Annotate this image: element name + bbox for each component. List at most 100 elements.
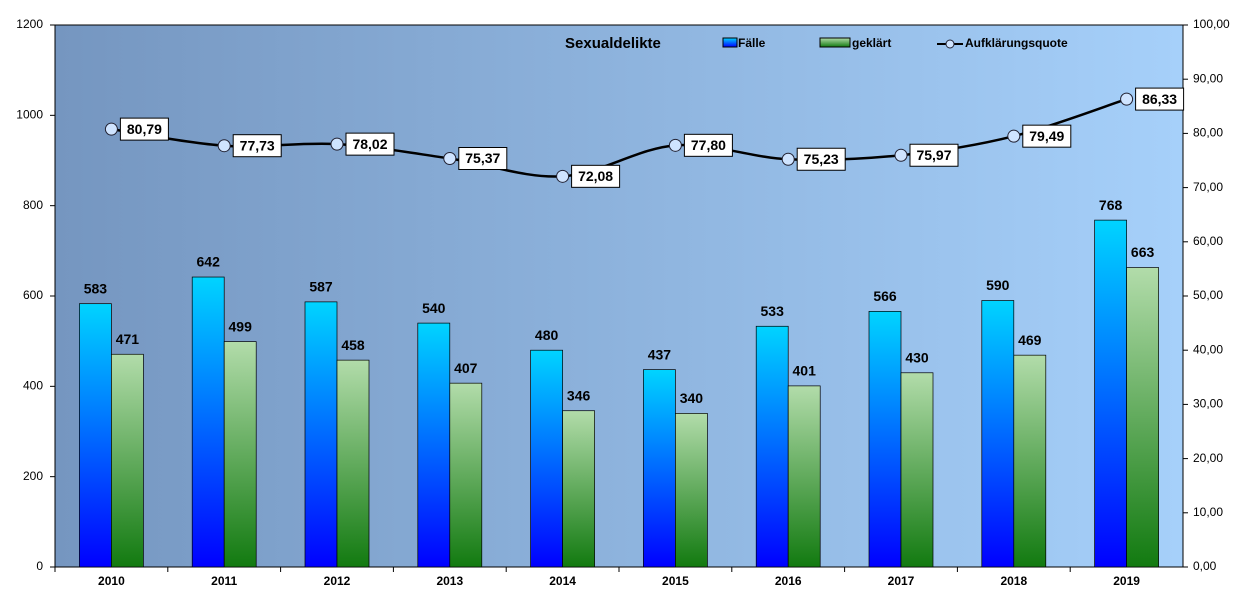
x-tick-label: 2015 <box>662 574 689 588</box>
bar-value-label: 471 <box>116 331 140 347</box>
bar-value-label: 540 <box>422 300 446 316</box>
bar <box>675 413 708 568</box>
line-value-label: 75,23 <box>804 151 839 167</box>
line-value-label: 75,97 <box>916 147 951 163</box>
y2-tick-label: 10,00 <box>1193 505 1223 519</box>
line-marker <box>104 122 118 136</box>
y-tick-label: 800 <box>23 198 43 212</box>
bar-value-label: 533 <box>761 303 785 319</box>
x-tick-label: 2019 <box>1113 574 1140 588</box>
bar-value-label: 768 <box>1099 197 1123 213</box>
bar <box>562 410 595 568</box>
x-tick-label: 2018 <box>1000 574 1027 588</box>
x-tick-label: 2011 <box>211 574 237 588</box>
bar-value-label: 480 <box>535 327 559 343</box>
y2-tick-label: 20,00 <box>1193 451 1223 465</box>
bar <box>449 382 483 568</box>
line-marker <box>1007 129 1021 143</box>
line-value-label: 72,08 <box>578 168 613 184</box>
label-box <box>232 134 282 158</box>
line-marker <box>1120 92 1134 106</box>
label-box <box>571 164 621 188</box>
y2-tick-label: 90,00 <box>1193 71 1223 85</box>
bar <box>643 369 676 568</box>
label-box <box>796 147 846 171</box>
y2-tick-label: 40,00 <box>1193 342 1223 356</box>
bar-value-label: 430 <box>905 349 929 365</box>
chart-title: Sexualdelikte <box>565 35 661 52</box>
legend-label: Aufklärungsquote <box>965 36 1068 50</box>
x-tick-label: 2012 <box>324 574 351 588</box>
x-tick-label: 2010 <box>98 574 125 588</box>
line-value-label: 75,37 <box>465 150 500 166</box>
y-tick-label: 0 <box>36 559 43 573</box>
bar <box>191 276 225 568</box>
y2-tick-label: 70,00 <box>1193 180 1223 194</box>
bar-value-label: 458 <box>341 337 365 353</box>
label-box <box>119 117 169 141</box>
bar <box>981 300 1015 568</box>
line-value-label: 77,73 <box>240 137 275 153</box>
bar-value-label: 590 <box>986 277 1010 293</box>
label-box <box>683 133 733 157</box>
bar <box>787 385 821 568</box>
y2-tick-label: 80,00 <box>1193 126 1223 140</box>
bar <box>417 322 451 568</box>
x-tick-label: 2017 <box>888 574 915 588</box>
bar-value-label: 499 <box>229 318 253 334</box>
label-box <box>345 132 395 156</box>
y2-tick-label: 60,00 <box>1193 234 1223 248</box>
y-tick-label: 1200 <box>16 17 43 31</box>
x-tick-label: 2013 <box>436 574 463 588</box>
bar-value-label: 566 <box>873 288 897 304</box>
bar <box>900 372 934 568</box>
bar-value-label: 663 <box>1131 244 1155 260</box>
bar <box>1094 219 1127 568</box>
bar <box>1013 354 1047 568</box>
line-value-label: 79,49 <box>1029 128 1064 144</box>
y-tick-label: 1000 <box>16 108 43 122</box>
bar-value-label: 346 <box>567 387 591 403</box>
line-marker <box>330 137 344 151</box>
line-marker <box>443 151 457 165</box>
line-marker <box>894 148 908 162</box>
y2-tick-label: 0,00 <box>1193 559 1217 573</box>
line-marker <box>668 138 682 152</box>
line-marker <box>781 152 795 166</box>
x-tick-label: 2016 <box>775 574 802 588</box>
bar-value-label: 401 <box>793 363 817 379</box>
bar <box>755 325 789 568</box>
bar-value-label: 642 <box>197 254 221 270</box>
x-tick-label: 2014 <box>549 574 576 588</box>
label-box <box>909 143 959 167</box>
legend-swatch <box>722 37 738 48</box>
bar <box>336 359 370 568</box>
y-tick-label: 600 <box>23 288 43 302</box>
bar-value-label: 437 <box>648 346 672 362</box>
line-value-label: 86,33 <box>1142 91 1177 107</box>
label-box <box>1022 124 1072 148</box>
bar <box>1126 267 1159 568</box>
y-tick-label: 200 <box>23 469 43 483</box>
bar <box>111 353 144 568</box>
legend-label: geklärt <box>852 36 891 50</box>
bar-value-label: 340 <box>680 390 704 406</box>
legend-marker <box>945 39 955 49</box>
y-tick-label: 400 <box>23 379 43 393</box>
y2-tick-label: 30,00 <box>1193 397 1223 411</box>
bar <box>79 303 112 568</box>
bar-value-label: 587 <box>309 279 333 295</box>
line-value-label: 80,79 <box>127 121 162 137</box>
y2-tick-label: 50,00 <box>1193 288 1223 302</box>
line-marker <box>556 169 570 183</box>
bar <box>530 349 563 568</box>
bar-value-label: 407 <box>454 360 478 376</box>
line-marker <box>217 139 231 153</box>
label-box <box>458 146 508 170</box>
label-box <box>1135 87 1185 111</box>
bar <box>868 311 902 568</box>
bar-value-label: 469 <box>1018 332 1042 348</box>
legend-label: Fälle <box>738 36 766 50</box>
